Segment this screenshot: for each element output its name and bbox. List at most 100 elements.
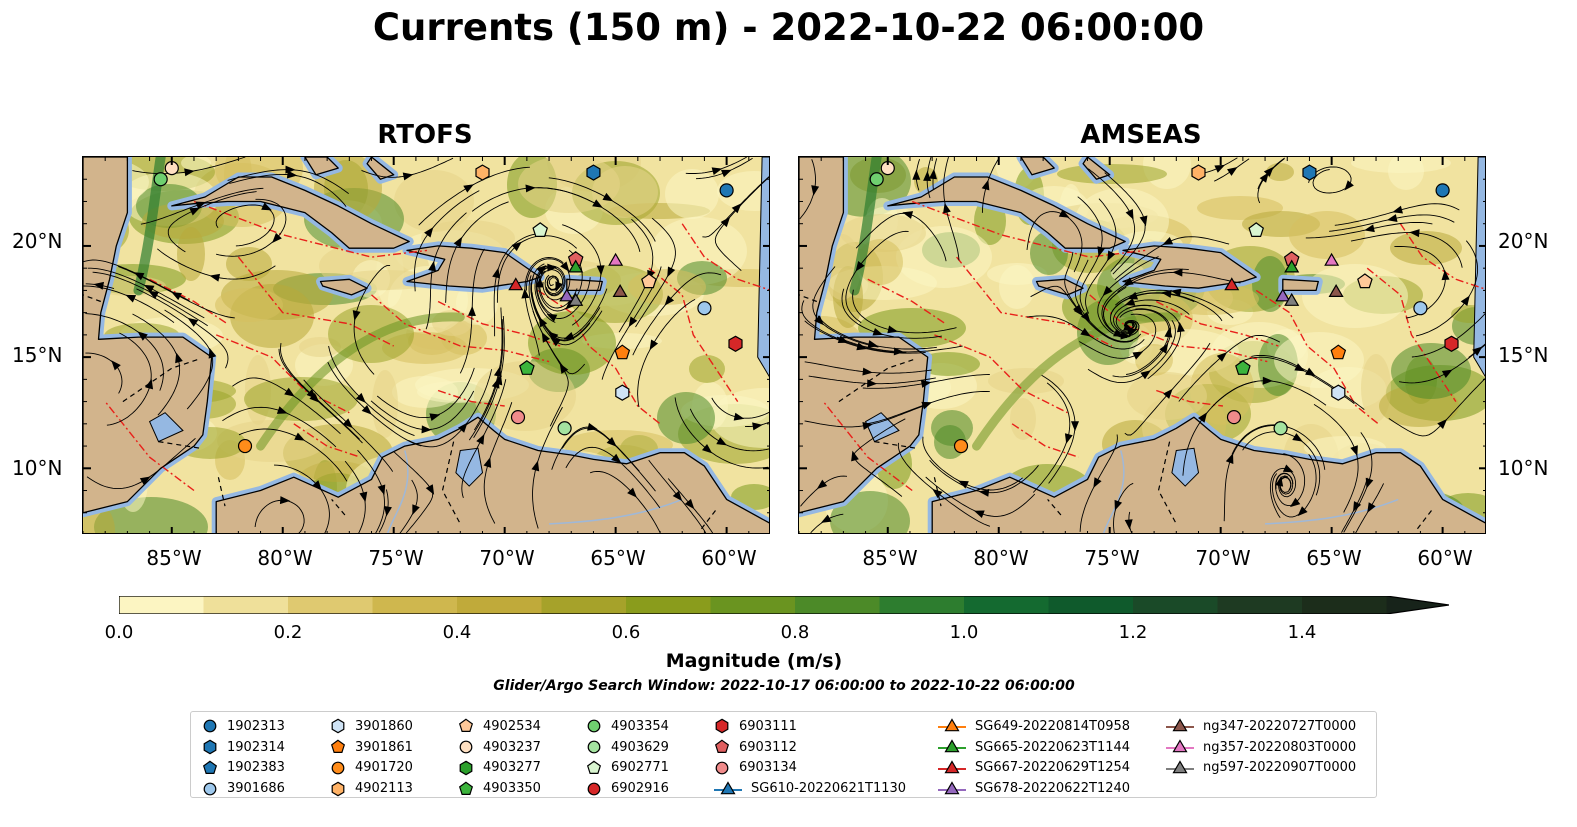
- map-rtofs: [82, 156, 770, 534]
- legend-hexagon-icon: [331, 718, 345, 734]
- eez-boundary: [911, 200, 1146, 258]
- legend-label: 3901860: [355, 718, 413, 734]
- lon-label-60w: 60°W: [701, 546, 757, 570]
- streamline-arrow: [425, 484, 435, 495]
- streamline-arrow: [546, 313, 558, 322]
- legend-pentagon-icon: [330, 739, 346, 754]
- platform-marker-3901686: [697, 301, 712, 316]
- streamline-arrow: [596, 265, 605, 276]
- legend-label: 6903111: [739, 718, 797, 734]
- streamline-arrow: [816, 479, 828, 489]
- platform-marker-ng347-20220727t0000: [1328, 284, 1344, 297]
- streamline-arrow: [733, 412, 745, 421]
- legend-marker: [459, 740, 473, 754]
- legend-marker: [1166, 760, 1194, 774]
- colorbar-segment: [541, 596, 627, 614]
- streamline-arrow: [867, 340, 879, 348]
- streamline-arrow: [973, 510, 985, 519]
- land-mass: [366, 157, 395, 180]
- colorbar-tick: 0.2: [273, 622, 303, 643]
- streamline-arrow: [1437, 419, 1448, 429]
- streamline-arrow: [294, 432, 305, 441]
- country-border: [933, 477, 942, 507]
- colorbar-tick: 1.2: [1118, 622, 1148, 643]
- legend-pentagon-icon: [586, 760, 602, 774]
- country-border: [1157, 441, 1177, 525]
- legend-label: ng347-20220727T0000: [1203, 718, 1357, 734]
- streamline-arrow: [872, 327, 884, 336]
- platform-marker-4902113: [1191, 164, 1206, 181]
- legend-marker: [938, 718, 966, 732]
- magnitude-patch: [142, 203, 224, 239]
- streamline-arrow: [923, 170, 932, 182]
- streamline-arrow: [814, 315, 824, 326]
- legend-label: 1902313: [227, 718, 285, 734]
- legend-marker: [1166, 718, 1194, 732]
- magnitude-patch: [394, 170, 474, 232]
- colorbar-segment: [372, 596, 458, 614]
- legend-triangle-icon: [944, 781, 960, 795]
- legend-marker: [587, 719, 601, 733]
- legend-marker: [587, 782, 601, 796]
- streamline-arrow: [1441, 369, 1453, 379]
- platform-marker-6903111: [1444, 335, 1459, 352]
- colorbar-segment: [1048, 596, 1134, 614]
- magnitude-patch: [177, 227, 205, 281]
- streamline-arrow: [284, 387, 295, 397]
- eez-boundary: [1399, 223, 1485, 290]
- streamline-arrow: [493, 366, 502, 378]
- streamline-arrow: [1125, 209, 1134, 220]
- legend-marker: [938, 760, 966, 774]
- lat-label-20n-left: 20°N: [12, 229, 63, 253]
- streamline-arrow: [536, 265, 547, 275]
- strong-current-band: [256, 312, 465, 451]
- streamline-arrow: [672, 490, 683, 502]
- streamline-arrow: [720, 216, 731, 228]
- streamline-arrow: [649, 339, 659, 351]
- streamline-arrow: [1132, 351, 1144, 360]
- legend-marker: [330, 739, 346, 754]
- streamline-arrow: [752, 422, 763, 431]
- lon-label-65w: 65°W: [1306, 546, 1362, 570]
- streamline-arrow: [412, 504, 420, 516]
- streamline-arrow: [429, 413, 441, 422]
- legend-triangle-icon: [944, 718, 960, 732]
- streamline-arrow: [1127, 291, 1139, 300]
- platform-marker-3901686: [1413, 301, 1428, 316]
- streamline-arrow: [862, 422, 873, 430]
- streamline-arrow: [511, 241, 522, 252]
- platform-marker-ng597-20220907t0000: [568, 292, 584, 306]
- colorbar-tick: 1.4: [1287, 622, 1317, 643]
- country-border: [158, 441, 201, 449]
- streamline-arrow: [1093, 477, 1102, 489]
- country-border: [838, 358, 915, 403]
- streamline-arrow: [189, 207, 201, 216]
- inland-water: [1171, 447, 1200, 487]
- streamline-arrow: [377, 484, 386, 496]
- colorbar-segment: [626, 596, 711, 614]
- eez-boundary: [956, 256, 1113, 347]
- streamline-arrow: [352, 310, 361, 321]
- colorbar-segment: [1133, 596, 1218, 614]
- legend-column: SG649-20220814T0958 SG665-20220623T1144 SG…: [937, 716, 1130, 799]
- streamline-arrow: [476, 434, 485, 445]
- legend-circle-icon: [203, 719, 217, 733]
- legend-marker: [203, 719, 217, 733]
- streamline-arrow: [667, 266, 676, 278]
- map-amseas: [798, 156, 1486, 534]
- legend-label: 4902113: [355, 781, 413, 797]
- platform-marker-3901861: [614, 344, 631, 360]
- streamline-arrow: [701, 443, 713, 454]
- streamline-arrow: [1162, 236, 1174, 245]
- streamline-arrow: [1289, 497, 1301, 508]
- streamline-arrow: [851, 450, 859, 462]
- streamline-arrow: [837, 335, 849, 343]
- legend-label: SG678-20220622T1240: [975, 781, 1131, 797]
- streamline-arrow: [521, 288, 530, 299]
- legend-triangle-icon: [720, 781, 736, 795]
- eez-boundary: [934, 334, 1068, 414]
- lat-label-10n-right: 10°N: [1498, 456, 1549, 480]
- legend-marker: [331, 718, 345, 734]
- legend-label: 4903350: [483, 781, 541, 797]
- streamline-arrow: [1344, 180, 1354, 191]
